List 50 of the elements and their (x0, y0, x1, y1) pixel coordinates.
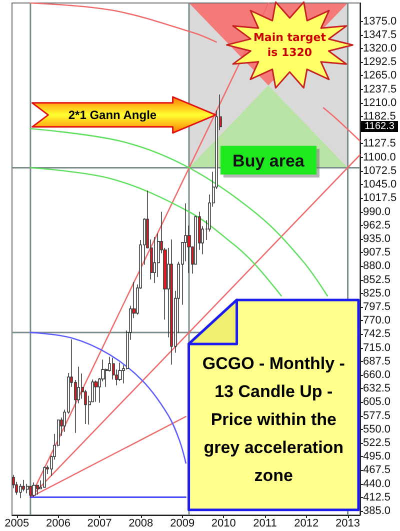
y-tick-label: 742.5 (363, 328, 391, 340)
x-tick-label: 2012 (294, 518, 319, 530)
annotation: Buy area (232, 152, 305, 171)
y-tick-label: 1320.0 (363, 42, 397, 55)
price-tag: 1162.3 (361, 121, 398, 132)
y-tick-label: 1017.5 (363, 192, 397, 204)
y-tick-label: 632.5 (363, 382, 391, 395)
y-tick-label: 550.0 (363, 423, 391, 436)
y-tick-label: 495.0 (363, 450, 391, 463)
y-tick-label: 1182.5 (363, 110, 396, 123)
y-tick-label: 1100.0 (363, 151, 396, 164)
x-tick-label: 2008 (128, 518, 154, 530)
y-tick-label: 880.0 (363, 260, 391, 272)
annotation: Main target is 1320 (252, 30, 327, 60)
x-tick-label: 2005 (4, 518, 30, 530)
y-tick-label: 962.5 (363, 219, 391, 232)
y-tick-label: 935.0 (363, 232, 391, 245)
annotation: 2*1 Gann Angle (68, 108, 157, 122)
y-tick-label: 687.5 (363, 355, 391, 368)
y-tick-label: 907.5 (363, 246, 391, 259)
y-tick-label: 522.5 (363, 437, 391, 450)
x-tick-label: 2006 (46, 518, 70, 530)
y-tick-label: 412.5 (363, 491, 391, 504)
y-tick-label: 852.5 (363, 274, 391, 286)
y-tick-label: 1375.0 (363, 15, 397, 28)
x-tick-label: 2007 (87, 518, 112, 530)
y-tick-label: 1210.0 (363, 96, 397, 109)
y-tick-label: 1127.5 (363, 138, 396, 150)
y-tick-label: 1237.5 (363, 83, 397, 96)
y-tick-label: 1072.5 (363, 164, 397, 177)
y-tick-label: 660.0 (363, 369, 391, 382)
x-tick-label: 2013 (336, 518, 360, 530)
annotation: GCGO - Monthly - 13 Candle Up - Price within the grey acceleration zone (201, 352, 346, 487)
y-tick-label: 577.5 (363, 410, 391, 422)
y-tick-label: 605.0 (363, 396, 391, 408)
y-tick-label: 825.0 (363, 287, 391, 300)
y-tick-label: 1347.5 (363, 28, 397, 41)
y-tick-label: 990.0 (363, 206, 391, 218)
y-tick-label: 770.0 (363, 314, 391, 327)
y-tick-label: 1045.0 (363, 178, 397, 191)
x-tick-label: 2009 (170, 518, 195, 530)
y-tick-label: 715.0 (363, 342, 391, 354)
y-tick-label: 797.5 (363, 300, 391, 313)
y-tick-label: 467.5 (363, 464, 391, 476)
x-tick-label: 2011 (253, 518, 277, 530)
x-tick-label: 2010 (211, 518, 236, 530)
y-tick-label: 440.0 (363, 478, 391, 490)
y-tick-label: 385.0 (363, 505, 391, 518)
y-tick-label: 1292.5 (363, 56, 397, 68)
y-tick-label: 1265.0 (363, 70, 397, 82)
